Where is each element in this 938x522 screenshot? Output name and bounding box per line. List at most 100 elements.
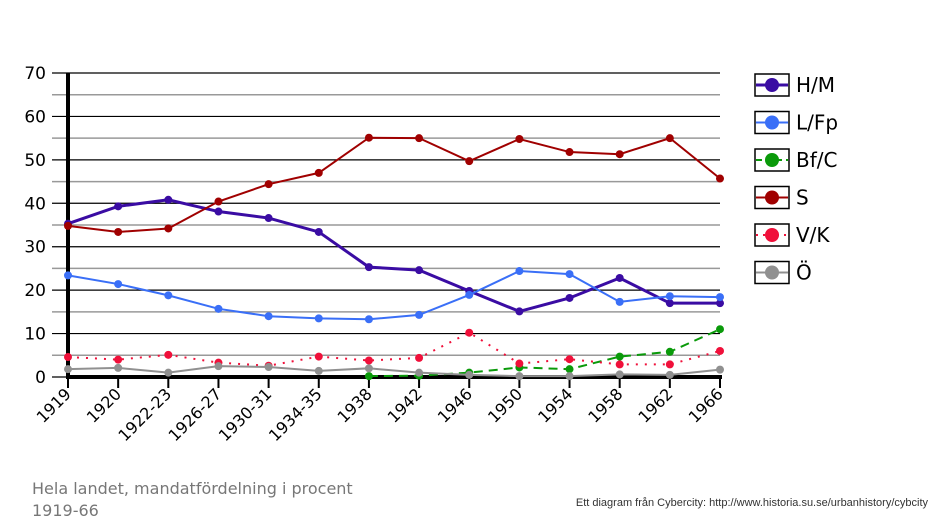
x-tick-label: 1926-27 <box>165 384 226 445</box>
data-point <box>314 314 323 323</box>
data-point <box>114 227 123 236</box>
data-point <box>314 366 323 375</box>
data-point <box>164 350 173 359</box>
data-point <box>716 365 724 374</box>
y-tick-label: 50 <box>24 151 46 171</box>
data-point <box>565 148 574 157</box>
data-point <box>114 363 123 372</box>
data-point <box>665 347 674 356</box>
data-point <box>415 368 424 377</box>
series-line-H/M <box>67 198 720 314</box>
x-tick-label: 1950 <box>484 384 526 426</box>
data-point <box>415 310 424 319</box>
data-point <box>515 372 524 381</box>
data-point <box>565 293 574 302</box>
chart-title: Hela landet, mandatfördelning i procent <box>32 479 353 498</box>
data-point <box>465 290 474 299</box>
data-point <box>665 292 674 301</box>
data-point <box>415 266 424 275</box>
data-point <box>264 180 273 189</box>
legend-label: L/Fp <box>796 111 838 135</box>
legend-marker <box>765 78 779 92</box>
data-point <box>465 370 474 379</box>
data-point <box>164 291 173 300</box>
data-point <box>214 197 223 206</box>
legend-label: H/M <box>796 73 835 97</box>
x-tick-label: 1919 <box>33 384 75 426</box>
data-point <box>364 315 373 324</box>
series-line-S <box>67 136 721 233</box>
data-point <box>415 134 424 143</box>
legend-marker <box>765 228 779 242</box>
data-point <box>364 364 373 373</box>
data-point <box>364 372 373 381</box>
data-point <box>214 304 223 313</box>
data-point <box>164 224 173 233</box>
x-tick-label: 1954 <box>534 384 576 426</box>
data-point <box>64 221 72 230</box>
y-tick-label: 40 <box>24 194 46 214</box>
data-point <box>314 352 323 361</box>
y-tick-label: 30 <box>24 238 46 258</box>
data-point <box>565 365 574 374</box>
y-tick-label: 60 <box>24 107 46 127</box>
y-tick-label: 0 <box>35 368 46 388</box>
x-tick-label: 1966 <box>685 384 727 426</box>
data-point <box>264 214 273 223</box>
chart-credit: Ett diagram från Cybercity: http://www.h… <box>575 497 928 509</box>
legend-marker <box>765 115 779 130</box>
data-point <box>565 372 574 381</box>
x-tick-label: 1920 <box>83 384 125 426</box>
data-point <box>64 271 72 280</box>
legend-marker <box>765 190 779 205</box>
data-point <box>64 365 72 374</box>
y-tick-label: 70 <box>24 64 46 84</box>
data-point <box>515 135 524 144</box>
data-point <box>615 150 624 159</box>
x-tick-label: 1938 <box>334 384 376 426</box>
data-point <box>665 370 674 379</box>
data-point <box>314 168 323 177</box>
legend-marker <box>765 153 779 167</box>
x-tick-label: 1942 <box>384 384 426 426</box>
data-point <box>364 356 373 365</box>
data-point <box>364 263 373 272</box>
data-point <box>515 307 524 316</box>
x-tick-label: 1962 <box>634 384 676 426</box>
data-point <box>515 267 524 276</box>
x-tick-label: 1934-35 <box>265 384 326 445</box>
data-point <box>465 328 474 337</box>
data-point <box>264 312 273 321</box>
data-point <box>615 273 624 282</box>
data-point <box>615 360 624 369</box>
data-point <box>615 297 624 306</box>
data-point <box>64 353 72 362</box>
series-line-L/Fp <box>67 270 721 321</box>
legend-label: Bf/C <box>796 148 837 172</box>
data-point <box>214 362 223 371</box>
x-tick-label: 1958 <box>584 384 626 426</box>
data-point <box>716 346 724 355</box>
data-point <box>716 325 724 334</box>
data-point <box>314 227 323 236</box>
data-point <box>665 360 674 369</box>
legend-label: V/K <box>796 223 830 247</box>
data-point <box>615 352 624 361</box>
x-tick-label: 1922-23 <box>114 384 175 445</box>
chart-caption: Hela landet, mandatfördelning i procent … <box>32 478 353 522</box>
y-tick-label: 10 <box>24 325 46 345</box>
x-tick-label: 1946 <box>434 384 476 426</box>
data-point <box>665 299 674 308</box>
data-point <box>716 299 724 308</box>
data-point <box>716 293 724 302</box>
series-line-Ö <box>67 365 721 378</box>
data-point <box>415 353 424 362</box>
data-point <box>164 368 173 377</box>
data-point <box>716 174 724 183</box>
legend-label: Ö <box>796 261 812 285</box>
data-point <box>114 355 123 364</box>
y-tick-label: 20 <box>24 281 46 301</box>
data-point <box>114 202 123 211</box>
data-point <box>214 207 223 216</box>
